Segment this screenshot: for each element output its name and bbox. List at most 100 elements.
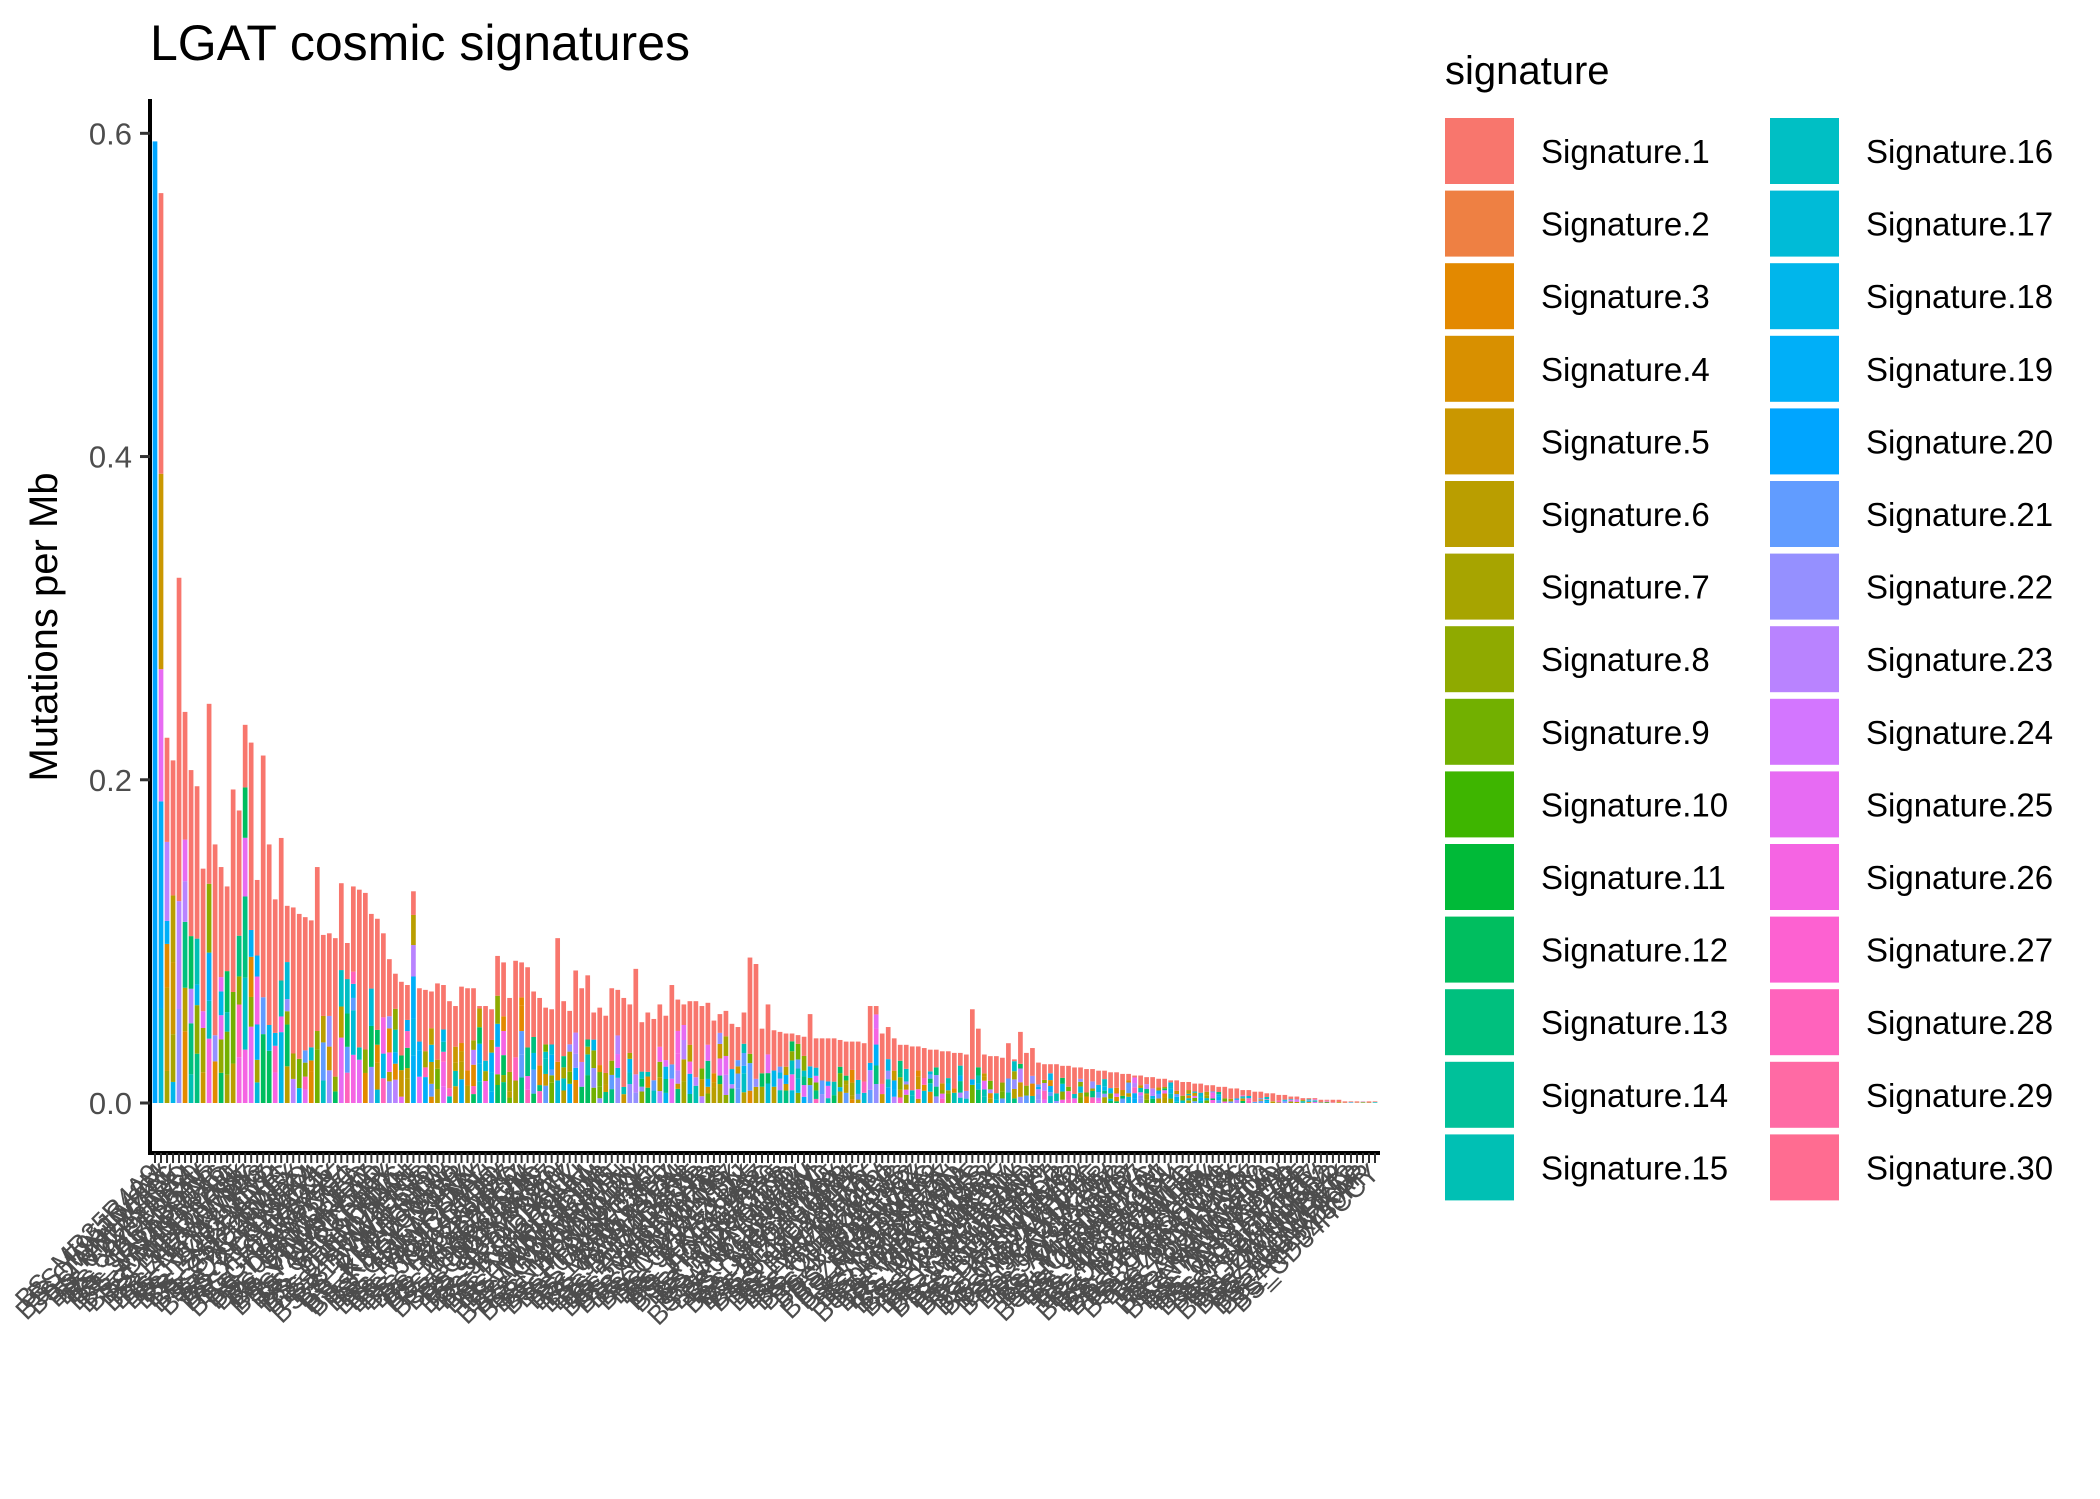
bar-segment [1150, 1098, 1155, 1103]
bar-segment [741, 1012, 747, 1044]
bar-segment [639, 1091, 645, 1103]
bar-segment [1012, 1059, 1017, 1062]
bar-segment [988, 1080, 993, 1090]
bar-segment [513, 1057, 518, 1081]
bar-segment [369, 1025, 374, 1067]
bar-segment [765, 1083, 771, 1103]
bar-segment [591, 1050, 597, 1069]
bar-segment [699, 1079, 705, 1097]
bar-segment [849, 1099, 855, 1103]
bar-segment [789, 1060, 795, 1075]
legend-key [1770, 698, 1839, 765]
legend-key [1445, 481, 1514, 547]
bar-segment [819, 1080, 825, 1095]
bar-segment [621, 1086, 627, 1095]
y-tick-label: 0.6 [89, 116, 132, 151]
bar-segment [399, 981, 404, 1056]
bar-segment [705, 1086, 711, 1094]
bar-segment [741, 1052, 747, 1066]
bar-segment [903, 1044, 909, 1069]
bar-segment [1288, 1096, 1294, 1100]
bar-segment [1078, 1078, 1083, 1082]
bar-segment [1042, 1090, 1047, 1100]
bar-segment [1264, 1099, 1270, 1102]
bar-segment [759, 1086, 765, 1103]
bar-segment [933, 1049, 939, 1068]
bar-segment [489, 1091, 494, 1103]
bar-segment [597, 1086, 603, 1099]
bar-segment [1054, 1064, 1059, 1094]
bar-segment [302, 1076, 308, 1090]
bar-segment [561, 1067, 567, 1079]
bar-segment [1090, 1090, 1095, 1098]
bar-segment [789, 1090, 795, 1103]
bar-segment [1366, 1101, 1372, 1103]
bar-segment [939, 1051, 945, 1084]
bar-segment [591, 1068, 597, 1088]
bar-segment [314, 867, 320, 1032]
bar-segment [933, 1075, 939, 1087]
bar-segment [1186, 1090, 1192, 1094]
bar-segment [320, 1080, 326, 1103]
bar-segment [1246, 1096, 1252, 1099]
legend-label: Signature.8 [1541, 641, 1710, 678]
bar-segment [399, 1055, 404, 1071]
bar-segment [711, 1020, 717, 1074]
bar-segment [441, 1086, 446, 1103]
bar-segment [248, 956, 254, 997]
bar-segment [188, 1074, 194, 1103]
bar-segment [1180, 1081, 1186, 1096]
bar-segment [224, 971, 230, 1013]
bar-segment [1150, 1093, 1155, 1096]
bar-segment [879, 1033, 885, 1084]
bar-segment [1192, 1083, 1198, 1092]
bar-segment [525, 1076, 530, 1090]
bar-segment [1204, 1095, 1210, 1099]
bar-segment [867, 1070, 873, 1090]
bar-segment [1066, 1091, 1071, 1100]
bar-segment [338, 970, 344, 1007]
bar-segment [447, 1088, 452, 1097]
bar-segment [1096, 1092, 1101, 1098]
bar-segment [1282, 1101, 1288, 1103]
bar-segment [1306, 1100, 1312, 1102]
bar-segment [1210, 1100, 1216, 1103]
bar-segment [338, 1006, 344, 1038]
bar-segment [687, 1044, 693, 1062]
bar-segment [254, 1024, 260, 1060]
bar-segment [1048, 1086, 1053, 1093]
bar-segment [320, 1042, 326, 1081]
bar-segment [356, 1059, 362, 1103]
bar-segment [471, 988, 476, 1041]
bar-segment [603, 1072, 609, 1085]
bar-segment [795, 1043, 801, 1060]
bar-segment [1156, 1093, 1161, 1099]
bar-segment [1126, 1088, 1131, 1094]
bar-segment [759, 1028, 765, 1074]
bar-segment [579, 1086, 585, 1103]
bar-segment [525, 1047, 530, 1077]
bar-segment [537, 1065, 542, 1086]
bar-segment [278, 1016, 284, 1033]
bar-segment [1192, 1101, 1198, 1103]
bar-segment [1042, 1082, 1047, 1091]
bar-segment [1162, 1088, 1167, 1091]
bar-segment [915, 1098, 921, 1103]
bar-segment [519, 1005, 524, 1032]
bar-segment [1054, 1101, 1059, 1103]
bar-segment [1246, 1090, 1252, 1096]
legend-label: Signature.20 [1866, 423, 2053, 460]
bar-segment [200, 1027, 206, 1073]
bar-segment [795, 1078, 801, 1093]
legend-key [1770, 1061, 1839, 1128]
bar-segment [813, 1038, 819, 1068]
bar-segment [1300, 1098, 1306, 1101]
bar-segment [1114, 1093, 1119, 1097]
bar-segment [1174, 1094, 1180, 1097]
bar-segment [519, 1031, 524, 1055]
bar-segment [350, 1010, 356, 1055]
bar-segment [1210, 1085, 1216, 1092]
bar-segment [320, 1015, 326, 1043]
bar-segment [783, 1083, 789, 1091]
bar-segment [1138, 1075, 1143, 1086]
